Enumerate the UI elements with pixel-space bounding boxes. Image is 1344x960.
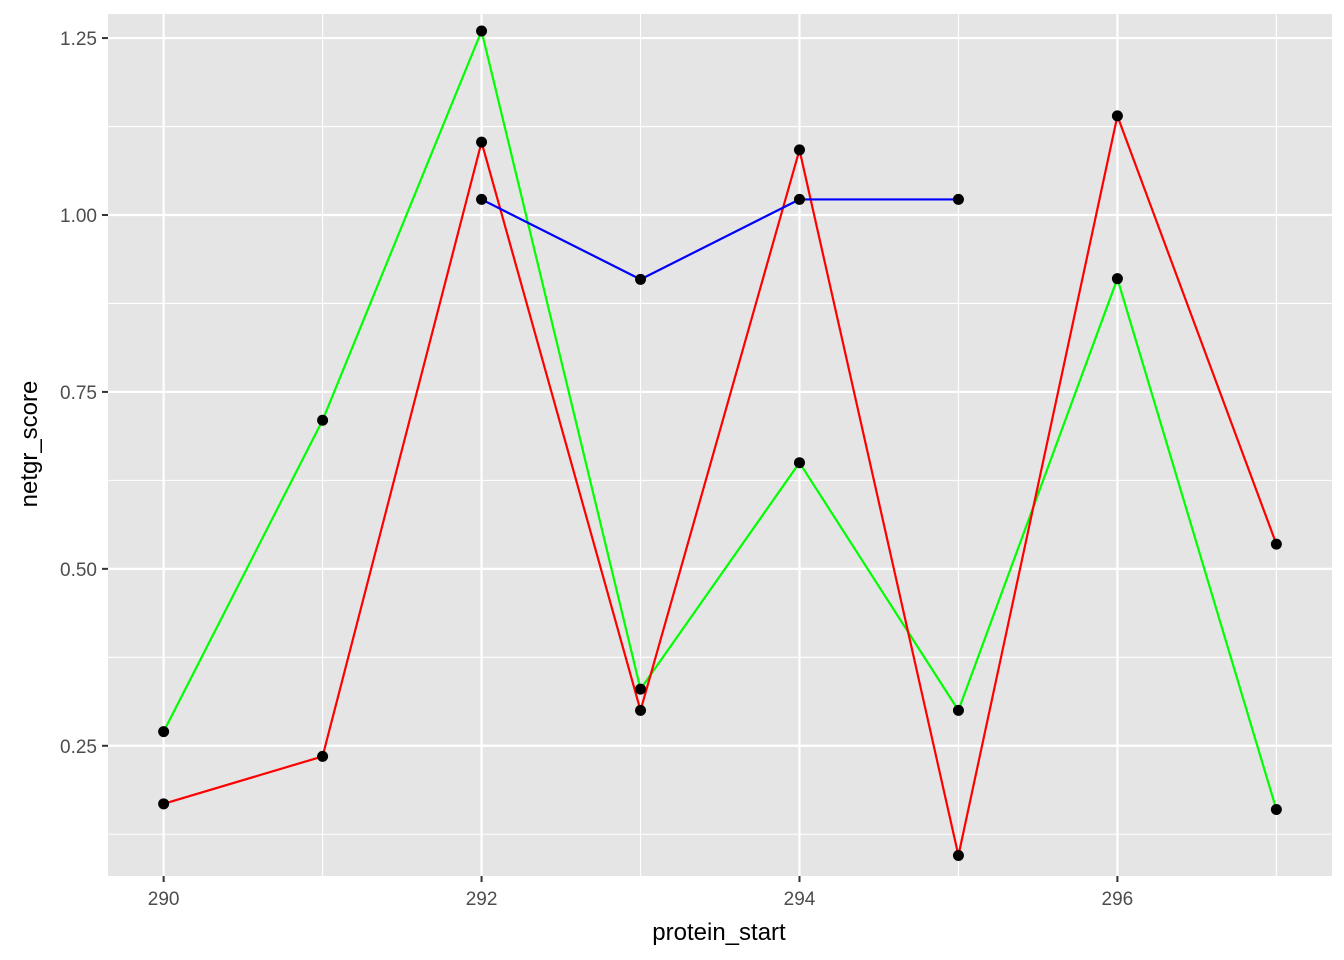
data-point-series-2 — [1270, 538, 1282, 550]
data-point-series-2 — [635, 704, 647, 716]
y-tick-label: 0.75 — [60, 383, 97, 404]
x-axis-title: protein_start — [652, 919, 786, 946]
data-point-series-2 — [317, 750, 329, 762]
y-axis: 0.25 0.50 0.75 1.00 1.25 — [60, 29, 108, 758]
series-line-1 — [162, 29, 1278, 810]
data-point-series-2 — [952, 849, 964, 861]
y-tick-label: 1.25 — [60, 29, 97, 50]
series-line-2 — [163, 114, 1278, 857]
data-point-series-1 — [476, 25, 488, 37]
y-tick-label: 1.00 — [60, 206, 97, 227]
x-tick-label: 294 — [784, 889, 816, 910]
data-point-series-1 — [158, 726, 170, 738]
data-point-series-3 — [476, 193, 488, 205]
data-point-series-3 — [793, 193, 805, 205]
series-lines — [162, 29, 1278, 857]
data-point-series-2 — [476, 136, 488, 148]
x-tick-label: 292 — [466, 889, 498, 910]
data-point-series-1 — [1270, 803, 1282, 815]
data-points — [158, 25, 1282, 861]
x-tick-label: 296 — [1102, 889, 1134, 910]
series-line-3 — [481, 198, 959, 281]
y-tick-label: 0.50 — [60, 560, 97, 581]
x-axis: 290 292 294 296 — [148, 876, 1133, 910]
y-axis-title: netgr_score — [16, 381, 43, 508]
data-point-series-1 — [317, 414, 329, 426]
x-tick-label: 290 — [148, 889, 180, 910]
minor-gridlines — [108, 14, 1332, 876]
data-point-series-3 — [952, 193, 964, 205]
data-point-series-1 — [635, 683, 647, 695]
data-point-series-2 — [158, 798, 170, 810]
data-point-series-3 — [635, 273, 647, 285]
data-point-series-1 — [1111, 273, 1123, 285]
data-point-series-2 — [793, 144, 805, 156]
plot-panel — [108, 14, 1332, 876]
y-tick-label: 0.25 — [60, 737, 97, 758]
data-point-series-1 — [952, 704, 964, 716]
data-point-series-1 — [793, 457, 805, 469]
data-point-series-2 — [1111, 110, 1123, 122]
